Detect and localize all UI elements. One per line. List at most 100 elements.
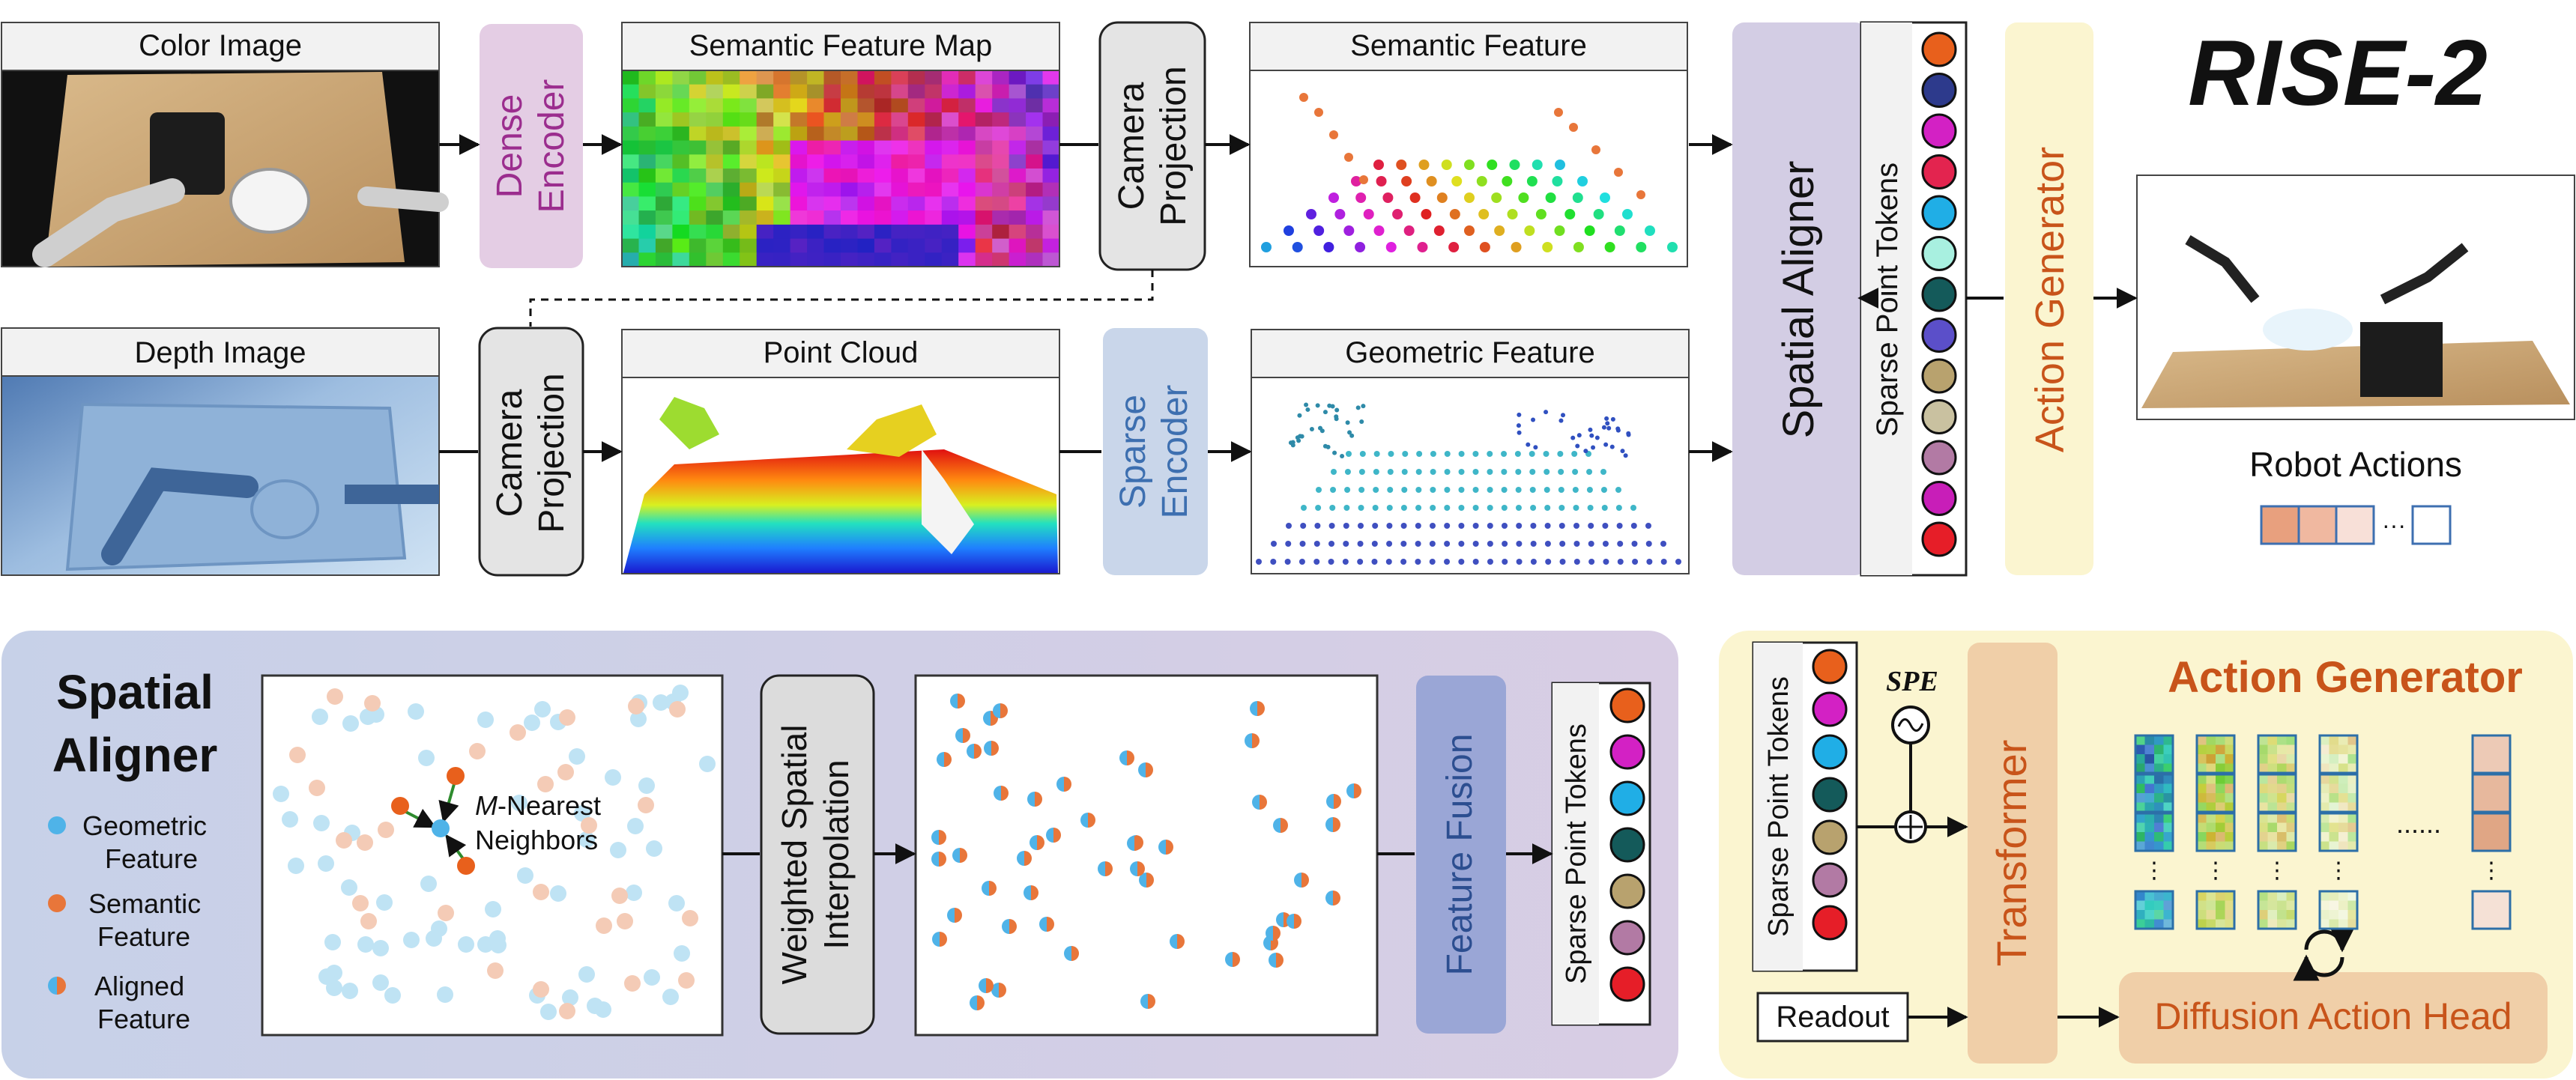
geometric-point bbox=[1501, 469, 1508, 475]
sparse-encoder-label-1: Sparse bbox=[1113, 395, 1153, 509]
noise-cell bbox=[2258, 910, 2268, 920]
noise-cell bbox=[2206, 910, 2216, 920]
geometric-point bbox=[1517, 412, 1522, 417]
geometric-point bbox=[1444, 541, 1451, 547]
geometric-point bbox=[1401, 487, 1408, 493]
noise-cell bbox=[2473, 822, 2482, 832]
noise-cell bbox=[2329, 802, 2338, 812]
feature-map-cell bbox=[925, 126, 943, 142]
geometric-point bbox=[1604, 416, 1609, 421]
noise-cell bbox=[2154, 919, 2164, 929]
feature-map-cell bbox=[857, 224, 875, 240]
semantic-point bbox=[1569, 123, 1578, 132]
feature-map-cell bbox=[907, 70, 925, 85]
feature-map-cell bbox=[975, 126, 993, 142]
geometric-point bbox=[1300, 523, 1307, 529]
geometric-point bbox=[282, 811, 298, 828]
geometric-point bbox=[534, 701, 551, 718]
semantic-point bbox=[510, 724, 526, 741]
semantic-point bbox=[1409, 192, 1421, 203]
geometric-point bbox=[1573, 559, 1580, 565]
feature-map-cell bbox=[773, 126, 791, 142]
column-ellipsis: ⋮ bbox=[2480, 858, 2503, 883]
feature-map-cell bbox=[907, 224, 925, 240]
noise-cell bbox=[2225, 841, 2234, 851]
geometric-point bbox=[1372, 523, 1379, 529]
noise-cell bbox=[2163, 774, 2173, 784]
token-dot bbox=[1812, 777, 1848, 813]
noise-cell bbox=[2163, 783, 2173, 793]
feature-map-cell bbox=[841, 70, 859, 85]
noise-cell bbox=[2258, 802, 2268, 812]
geometric-point bbox=[1529, 451, 1535, 457]
noise-cell bbox=[2500, 900, 2510, 910]
feature-map-cell bbox=[773, 112, 791, 127]
noise-cell bbox=[2491, 783, 2501, 793]
feature-map-cell bbox=[1009, 112, 1027, 127]
geometric-point bbox=[1626, 432, 1631, 437]
noise-cell bbox=[2154, 763, 2164, 773]
geometric-point bbox=[1458, 469, 1465, 475]
geometric-point bbox=[1502, 559, 1508, 565]
noise-cell bbox=[2154, 744, 2164, 754]
feature-map-cell bbox=[706, 70, 724, 85]
feature-map-cell bbox=[689, 154, 707, 169]
noise-cell bbox=[2338, 841, 2348, 851]
feature-map-cell bbox=[790, 154, 808, 169]
semantic-point bbox=[617, 913, 633, 929]
spe-label: SPE bbox=[1886, 666, 1938, 697]
geometric-point bbox=[1501, 487, 1508, 493]
noise-cell bbox=[2338, 802, 2348, 812]
token-dot bbox=[1812, 862, 1848, 898]
noise-cell bbox=[2163, 754, 2173, 764]
geometric-point bbox=[1544, 505, 1551, 511]
semantic-point bbox=[682, 910, 698, 926]
feature-map-cell bbox=[841, 252, 859, 267]
noise-cell bbox=[2163, 813, 2173, 823]
action-step-cell bbox=[2318, 734, 2359, 774]
noise-cell bbox=[2225, 832, 2234, 842]
noise-cell bbox=[2154, 822, 2164, 832]
geometric-point bbox=[1329, 505, 1336, 511]
geometric-point bbox=[605, 769, 621, 786]
feature-map-cell bbox=[740, 112, 758, 127]
geometric-point bbox=[1415, 559, 1421, 565]
noise-cell bbox=[2491, 813, 2501, 823]
feature-map-cell bbox=[823, 169, 841, 183]
noise-cell bbox=[2197, 793, 2207, 803]
semantic-point bbox=[1385, 242, 1397, 252]
semantic-point bbox=[1645, 225, 1655, 236]
noise-cell bbox=[2329, 735, 2338, 745]
noise-cell bbox=[2206, 832, 2216, 842]
feature-map-cell bbox=[1026, 112, 1044, 127]
action-step-cell bbox=[2257, 773, 2297, 813]
aligned-point bbox=[1252, 795, 1267, 810]
feature-map-cell bbox=[1026, 140, 1044, 155]
noise-cell bbox=[2320, 919, 2329, 929]
noise-cell bbox=[2491, 802, 2501, 812]
noise-cell bbox=[2267, 763, 2277, 773]
geometric-point bbox=[1616, 523, 1623, 529]
action-cell-3 bbox=[2335, 505, 2375, 545]
noise-cell bbox=[2347, 774, 2357, 784]
geometric-point bbox=[1355, 405, 1361, 410]
action-step-cell bbox=[2471, 734, 2512, 774]
aligned-scatter-panel bbox=[914, 674, 1379, 1037]
feature-map-cell bbox=[891, 154, 909, 169]
feature-map-cell bbox=[1042, 182, 1060, 197]
action-step-cell bbox=[2195, 773, 2236, 813]
noise-cell bbox=[2491, 841, 2501, 851]
feature-map-cell bbox=[975, 252, 993, 267]
noise-cell bbox=[2197, 822, 2207, 832]
noise-cell bbox=[2286, 763, 2296, 773]
geometric-point bbox=[1430, 469, 1436, 475]
geometric-point bbox=[1330, 487, 1337, 493]
feature-map-cell bbox=[689, 252, 707, 267]
geometric-point bbox=[1529, 487, 1536, 493]
geometric-point bbox=[1472, 451, 1479, 457]
feature-map-cell bbox=[941, 84, 959, 99]
noise-cell bbox=[2329, 763, 2338, 773]
feature-map-cell bbox=[790, 98, 808, 113]
feature-map-cell bbox=[992, 70, 1010, 85]
feature-map-cell bbox=[622, 169, 640, 183]
